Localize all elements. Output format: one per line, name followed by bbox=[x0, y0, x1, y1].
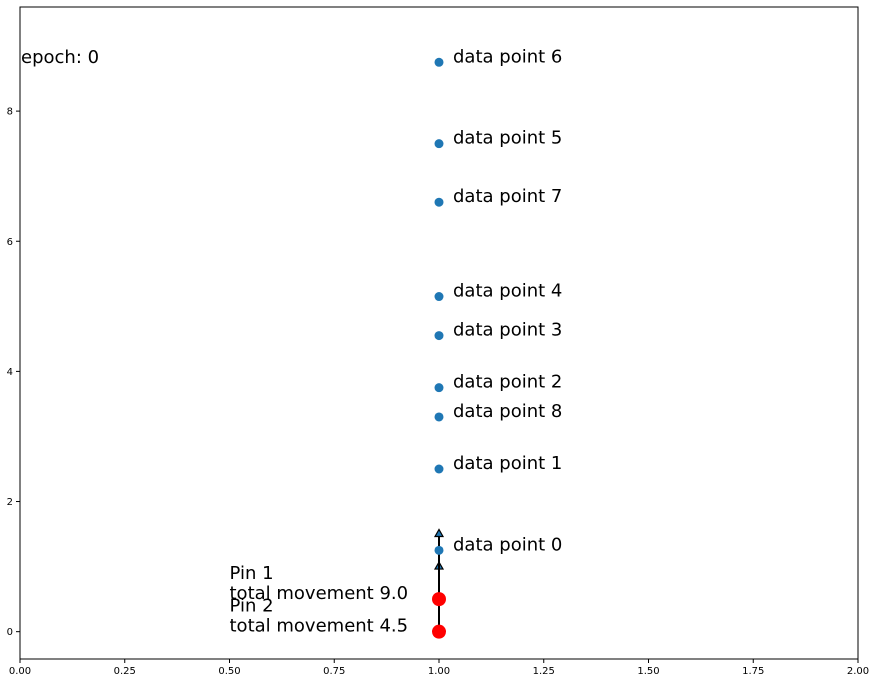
axes: 0.00 0.25 0.50 0.75 1.00 1.25 1.50 1.75 2.00 0 2 4 6… bbox=[7, 6, 869, 677]
data-point-label: data point 2 bbox=[453, 372, 562, 393]
data-point-label: data point 3 bbox=[453, 320, 562, 341]
data-points bbox=[434, 57, 444, 555]
data-point-marker bbox=[434, 57, 444, 67]
pin-name-label: Pin 1 bbox=[230, 563, 274, 584]
x-tick-label: 1.25 bbox=[533, 666, 555, 677]
x-tick-label: 2.00 bbox=[847, 666, 869, 677]
data-point-label: data point 4 bbox=[453, 281, 562, 302]
data-point-marker bbox=[434, 383, 444, 393]
data-point-label: data point 7 bbox=[453, 186, 562, 207]
epoch-label: epoch: 0 bbox=[21, 47, 99, 68]
pin-name-label: Pin 2 bbox=[230, 596, 274, 617]
x-tick-label: 0.00 bbox=[9, 666, 31, 677]
movement-arrow-head bbox=[433, 528, 445, 538]
y-tick-label: 8 bbox=[7, 107, 13, 118]
y-tick-label: 4 bbox=[7, 367, 13, 378]
data-point-marker bbox=[434, 331, 444, 341]
x-tick-label: 1.75 bbox=[742, 666, 764, 677]
data-point-marker bbox=[434, 139, 444, 149]
pins bbox=[432, 592, 446, 639]
x-tick-label: 0.25 bbox=[114, 666, 136, 677]
data-point-label: data point 1 bbox=[453, 453, 562, 474]
data-point-marker bbox=[434, 545, 444, 555]
y-tick-label: 0 bbox=[7, 627, 13, 638]
x-tick-label: 0.50 bbox=[218, 666, 240, 677]
pin-marker bbox=[432, 624, 446, 639]
data-point-marker bbox=[434, 197, 444, 207]
data-point-marker bbox=[434, 412, 444, 422]
data-point-label: data point 5 bbox=[453, 128, 562, 149]
data-point-marker bbox=[434, 292, 444, 302]
labels: data point 0 data point 1 data point 8 data… bbox=[21, 46, 562, 636]
pin-movement-label: total movement 4.5 bbox=[230, 616, 409, 637]
x-tick-label: 1.00 bbox=[428, 666, 450, 677]
data-point-label: data point 0 bbox=[453, 534, 562, 555]
data-point-marker bbox=[434, 464, 444, 474]
x-tick-label: 1.50 bbox=[637, 666, 659, 677]
movement-arrows bbox=[433, 528, 445, 632]
pin-movement-label: total movement 9.0 bbox=[230, 583, 409, 604]
y-tick-label: 6 bbox=[7, 237, 13, 248]
y-tick-label: 2 bbox=[7, 497, 13, 508]
x-tick-label: 0.75 bbox=[323, 666, 345, 677]
data-point-label: data point 6 bbox=[453, 46, 562, 67]
pin-marker bbox=[432, 592, 446, 607]
data-point-label: data point 8 bbox=[453, 401, 562, 422]
